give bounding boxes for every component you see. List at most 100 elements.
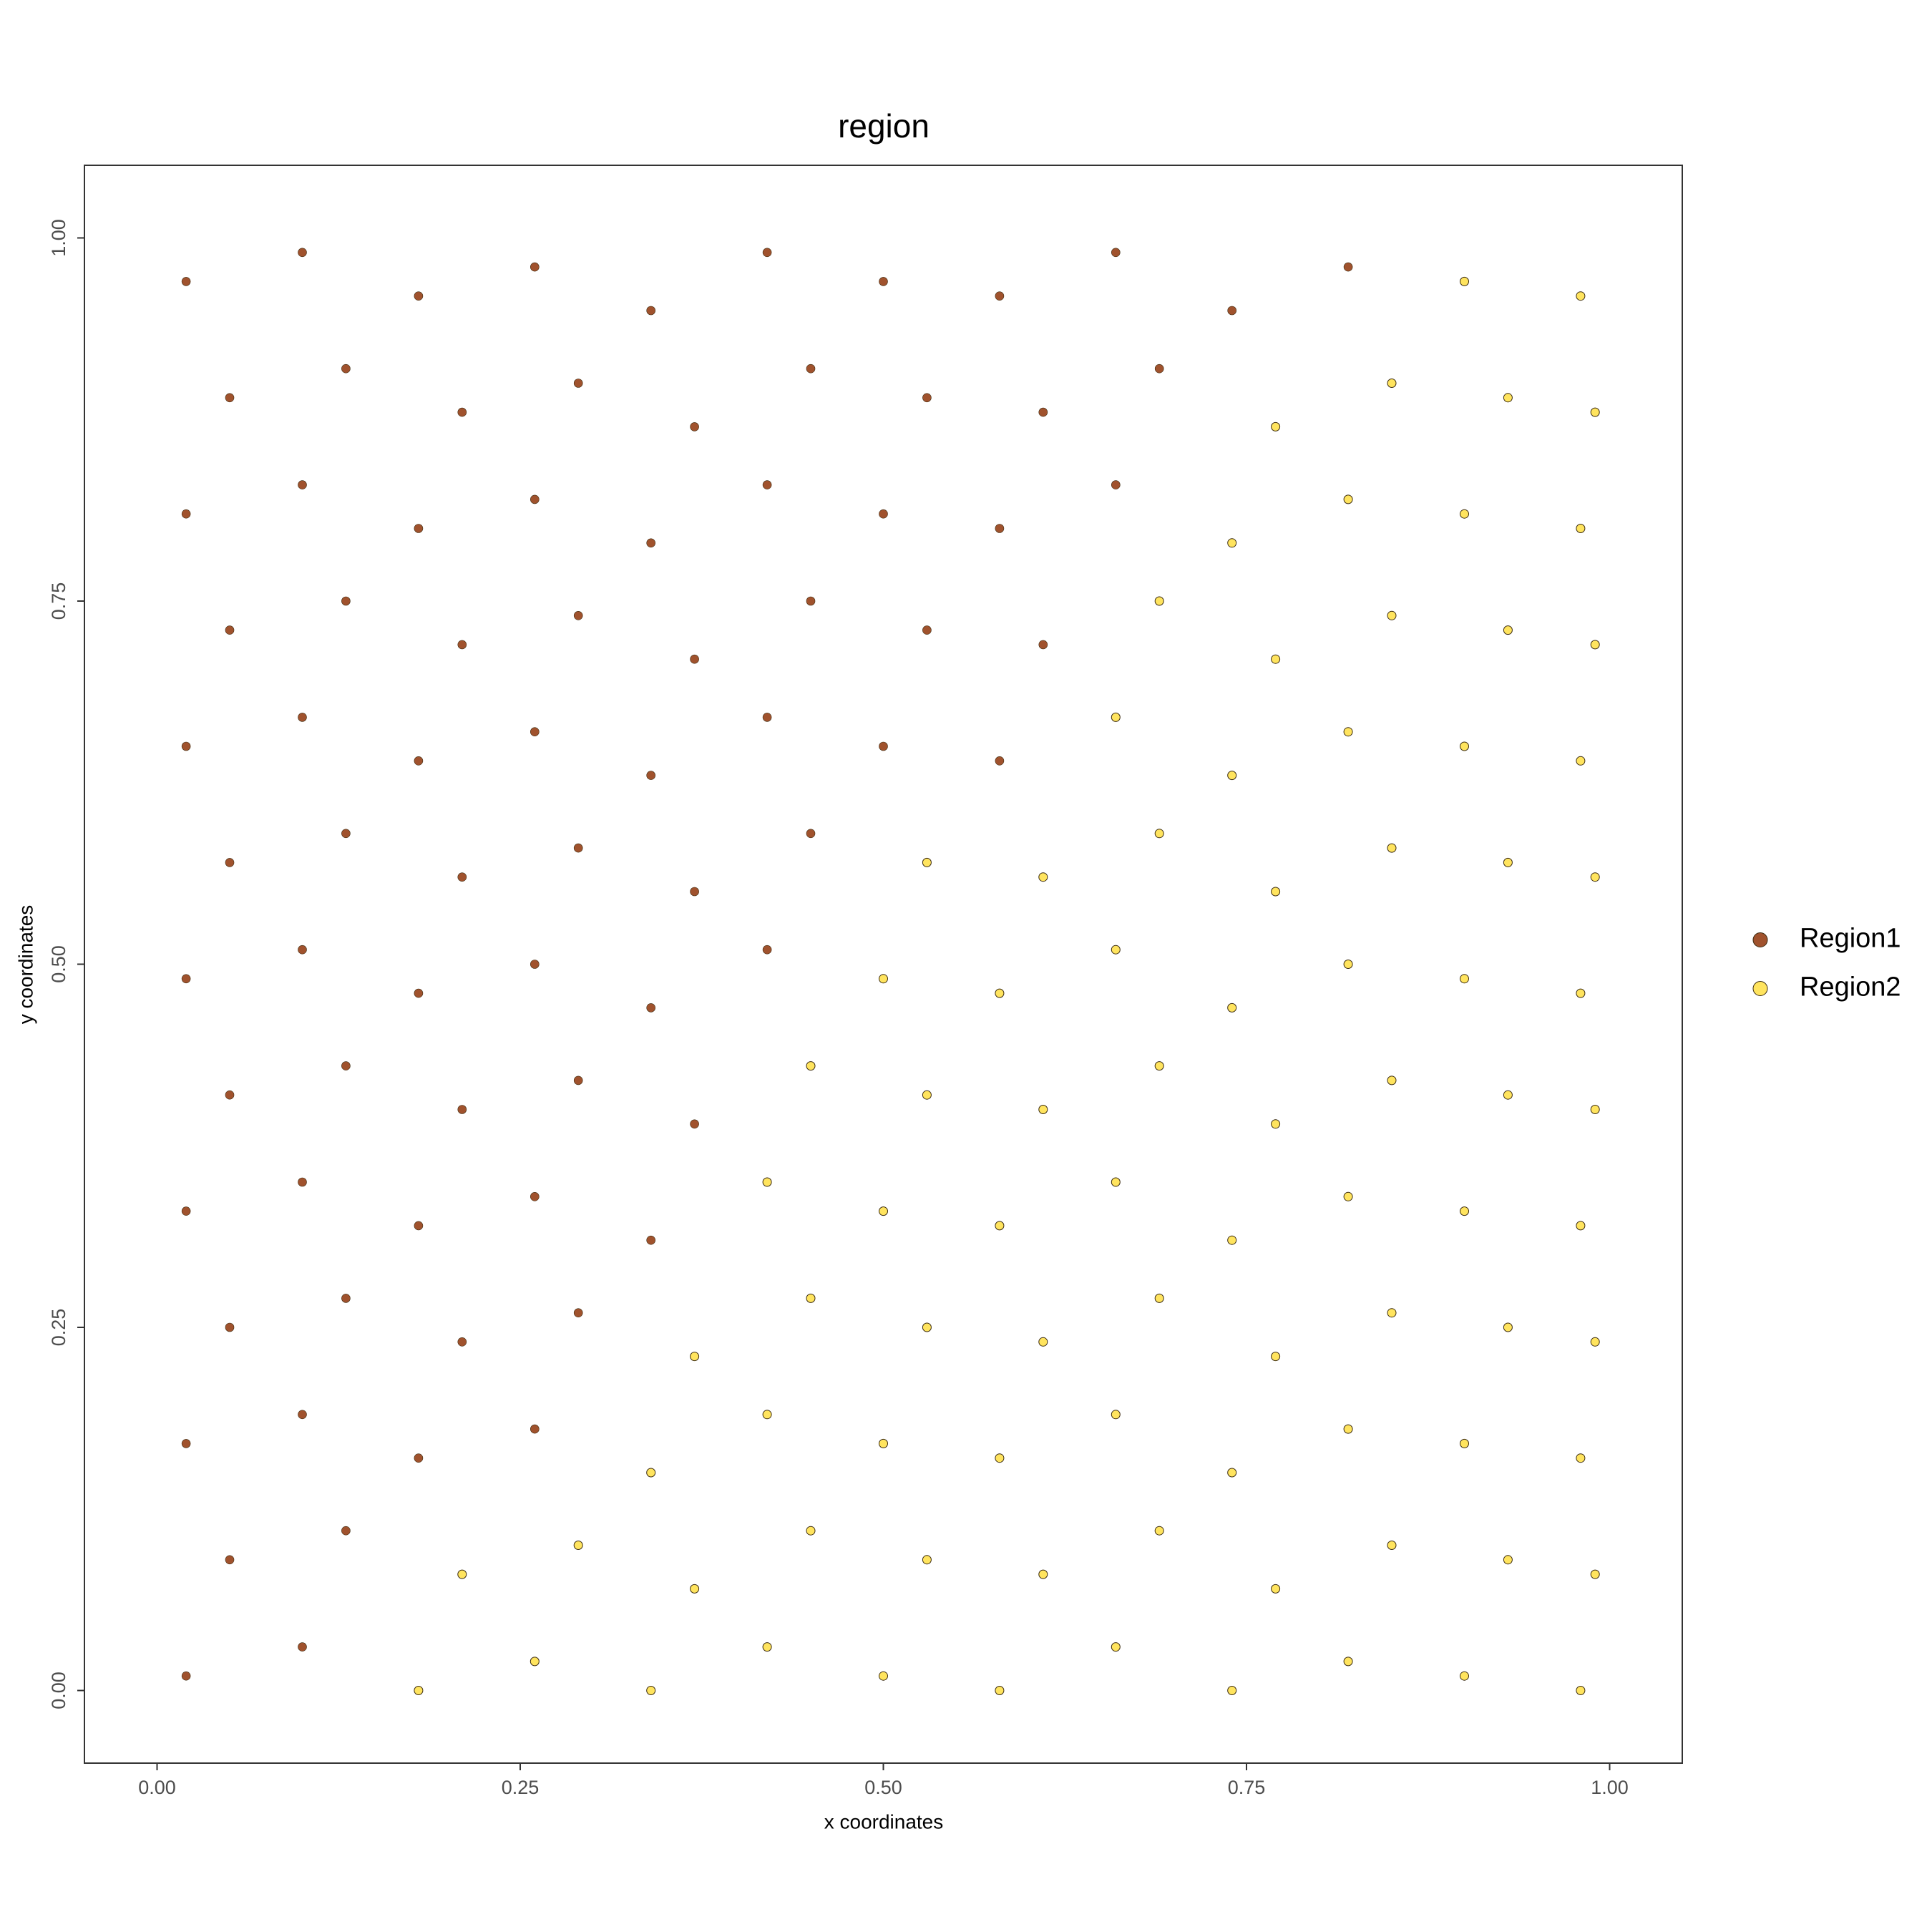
point xyxy=(922,857,932,867)
point xyxy=(1460,509,1469,519)
point xyxy=(1576,988,1586,998)
point xyxy=(879,277,888,286)
point xyxy=(879,974,888,984)
point xyxy=(1111,945,1121,955)
point xyxy=(1590,872,1600,882)
point xyxy=(1111,712,1121,722)
point xyxy=(298,480,307,489)
point xyxy=(1343,494,1353,504)
point xyxy=(1503,857,1513,867)
x-tick-label: 0.25 xyxy=(502,1777,540,1798)
y-tick-label: 0.00 xyxy=(48,1672,69,1709)
point xyxy=(530,262,540,272)
point xyxy=(1038,872,1048,882)
point xyxy=(646,538,656,548)
point xyxy=(1343,727,1353,737)
point xyxy=(298,1642,307,1652)
point xyxy=(1271,1119,1281,1129)
point xyxy=(690,422,699,431)
point xyxy=(1387,1541,1397,1550)
point xyxy=(995,1453,1005,1463)
point xyxy=(1460,974,1469,984)
point xyxy=(1271,887,1281,897)
point xyxy=(225,1090,235,1100)
point xyxy=(1503,625,1513,635)
point xyxy=(1387,379,1397,388)
point xyxy=(225,1555,235,1565)
y-tick-label: 0.50 xyxy=(48,945,69,983)
point xyxy=(530,1657,540,1667)
point xyxy=(1460,1671,1469,1681)
point xyxy=(1227,1235,1237,1245)
point xyxy=(298,1177,307,1187)
point xyxy=(573,1075,583,1085)
point xyxy=(181,1671,191,1681)
y-tick-label: 1.00 xyxy=(48,219,69,257)
point xyxy=(1503,1555,1513,1565)
point xyxy=(646,1686,656,1695)
point xyxy=(1590,1569,1600,1579)
point xyxy=(1111,1410,1121,1420)
point xyxy=(1576,756,1586,766)
point xyxy=(1590,1105,1600,1114)
x-tick-label: 1.00 xyxy=(1591,1777,1629,1798)
point xyxy=(1227,306,1236,316)
point xyxy=(1503,1090,1513,1100)
x-tick-label: 0.00 xyxy=(138,1777,176,1798)
point xyxy=(1038,1569,1048,1579)
point xyxy=(1387,1308,1397,1318)
point xyxy=(1227,1002,1237,1013)
point xyxy=(225,1322,235,1332)
point xyxy=(1038,1337,1048,1347)
point xyxy=(806,364,816,374)
point xyxy=(298,1410,307,1420)
point xyxy=(414,988,424,998)
point xyxy=(690,887,699,897)
point xyxy=(1271,421,1281,431)
point xyxy=(1590,640,1600,650)
point xyxy=(1154,1526,1164,1536)
point xyxy=(1387,610,1397,620)
chart-title: region xyxy=(838,107,930,145)
point xyxy=(1038,1105,1048,1114)
point xyxy=(1227,1686,1237,1695)
point xyxy=(762,480,772,489)
point xyxy=(995,291,1005,301)
point xyxy=(1460,1438,1469,1448)
point xyxy=(573,379,583,388)
point xyxy=(879,741,888,751)
point xyxy=(341,1526,351,1536)
point xyxy=(1576,1221,1586,1231)
point xyxy=(1576,1453,1586,1463)
point xyxy=(414,524,424,533)
point xyxy=(414,1453,424,1463)
point xyxy=(1460,276,1469,286)
point xyxy=(1154,1061,1164,1071)
point xyxy=(879,1206,888,1216)
point xyxy=(690,1584,700,1594)
point xyxy=(341,1294,351,1303)
y-axis-title: y coordinates xyxy=(14,905,36,1025)
point xyxy=(181,1439,191,1448)
point xyxy=(1038,640,1048,650)
point xyxy=(530,727,540,737)
point xyxy=(690,1119,699,1129)
point xyxy=(879,1671,888,1681)
point xyxy=(225,625,235,635)
point xyxy=(1111,480,1121,489)
point xyxy=(995,756,1005,766)
point xyxy=(1576,1686,1586,1695)
point xyxy=(457,407,467,417)
point xyxy=(922,625,932,635)
point xyxy=(414,756,424,766)
point xyxy=(1590,407,1600,417)
point xyxy=(530,1424,540,1434)
x-tick-label: 0.75 xyxy=(1228,1777,1266,1798)
point xyxy=(1387,1075,1397,1085)
point xyxy=(762,1410,772,1420)
point xyxy=(1343,262,1353,272)
point xyxy=(1343,1424,1353,1434)
point xyxy=(1111,1642,1121,1652)
point xyxy=(922,1322,932,1332)
